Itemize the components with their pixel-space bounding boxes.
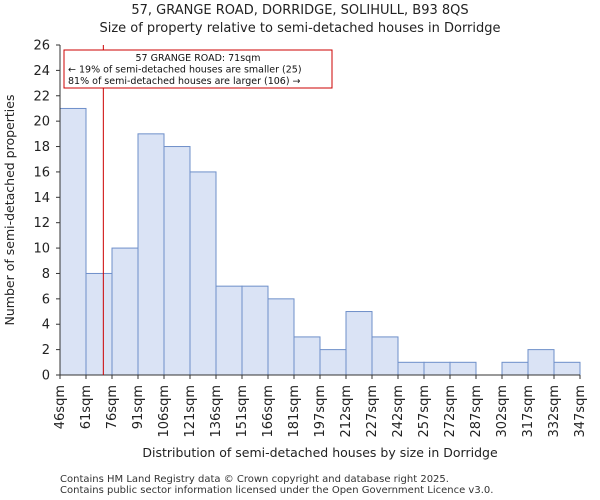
x-tick-label: 332sqm: [547, 385, 562, 438]
x-tick-label: 227sqm: [365, 385, 380, 438]
bar-91sqm: [137, 133, 165, 376]
x-tick-label: 121sqm: [183, 385, 198, 438]
bar-106sqm: [163, 146, 191, 376]
y-tick-label: 4: [42, 318, 50, 333]
y-tick-label: 6: [42, 292, 50, 307]
bar-212sqm: [345, 311, 373, 376]
bar-166sqm: [267, 298, 295, 376]
x-tick-label: 106sqm: [157, 385, 172, 438]
x-tick-label: 302sqm: [495, 385, 510, 438]
annotation-box: 57 GRANGE ROAD: 71sqm ← 19% of semi-deta…: [63, 49, 333, 89]
x-tick-label: 242sqm: [391, 385, 406, 438]
chart-subtitle: Size of property relative to semi-detach…: [99, 21, 501, 36]
x-tick-label: 317sqm: [521, 385, 536, 438]
x-tick-label: 287sqm: [469, 385, 484, 438]
bar-227sqm: [371, 336, 399, 376]
bar-136sqm: [215, 285, 243, 376]
x-tick-label: 181sqm: [287, 385, 302, 438]
footer-line-1: Contains HM Land Registry data © Crown c…: [60, 474, 449, 485]
y-tick-label: 16: [33, 165, 50, 180]
x-tick-label: 136sqm: [209, 385, 224, 438]
bar-332sqm: [553, 361, 581, 376]
y-tick-label: 26: [33, 39, 50, 54]
bar-317sqm: [527, 349, 555, 376]
bar-302sqm: [501, 361, 529, 376]
x-tick-label: 257sqm: [417, 385, 432, 438]
x-tick-label: 347sqm: [573, 385, 588, 438]
annotation-line-2: ← 19% of semi-detached houses are smalle…: [68, 65, 302, 76]
y-tick-label: 22: [33, 89, 50, 104]
bar-121sqm: [189, 171, 217, 376]
x-axis-label: Distribution of semi-detached houses by …: [142, 445, 498, 460]
y-tick-label: 10: [33, 242, 50, 257]
x-tick-label: 91sqm: [131, 385, 146, 429]
annotation-line-1: 57 GRANGE ROAD: 71sqm: [136, 53, 261, 64]
y-tick-label: 8: [42, 267, 50, 282]
y-tick-label: 2: [42, 343, 50, 358]
x-tick-label: 272sqm: [443, 385, 458, 438]
bar-257sqm: [423, 361, 451, 376]
y-tick-label: 14: [33, 191, 50, 206]
bar-46sqm: [59, 107, 87, 376]
x-tick-label: 61sqm: [79, 385, 94, 429]
x-tick-label: 166sqm: [261, 385, 276, 438]
y-tick-label: 12: [33, 216, 50, 231]
y-tick-label: 0: [42, 369, 50, 384]
chart-title: 57, GRANGE ROAD, DORRIDGE, SOLIHULL, B93…: [131, 3, 469, 18]
x-tick-label: 76sqm: [105, 385, 120, 429]
y-tick-label: 18: [33, 140, 50, 155]
x-tick-label: 46sqm: [53, 385, 68, 429]
bar-61sqm: [85, 272, 113, 376]
bar-151sqm: [241, 285, 269, 376]
bar-76sqm: [111, 247, 139, 376]
y-tick-label: 24: [33, 64, 50, 79]
footer-line-2: Contains public sector information licen…: [60, 485, 494, 496]
bar-181sqm: [293, 336, 321, 376]
x-tick-label: 197sqm: [313, 385, 328, 438]
x-tick-label: 151sqm: [235, 385, 250, 438]
y-axis-label: Number of semi-detached properties: [2, 95, 17, 326]
bar-272sqm: [449, 361, 477, 376]
bar-242sqm: [397, 361, 425, 376]
bar-197sqm: [319, 349, 347, 376]
y-tick-label: 20: [33, 115, 50, 130]
x-tick-label: 212sqm: [339, 385, 354, 438]
annotation-line-3: 81% of semi-detached houses are larger (…: [68, 76, 301, 87]
